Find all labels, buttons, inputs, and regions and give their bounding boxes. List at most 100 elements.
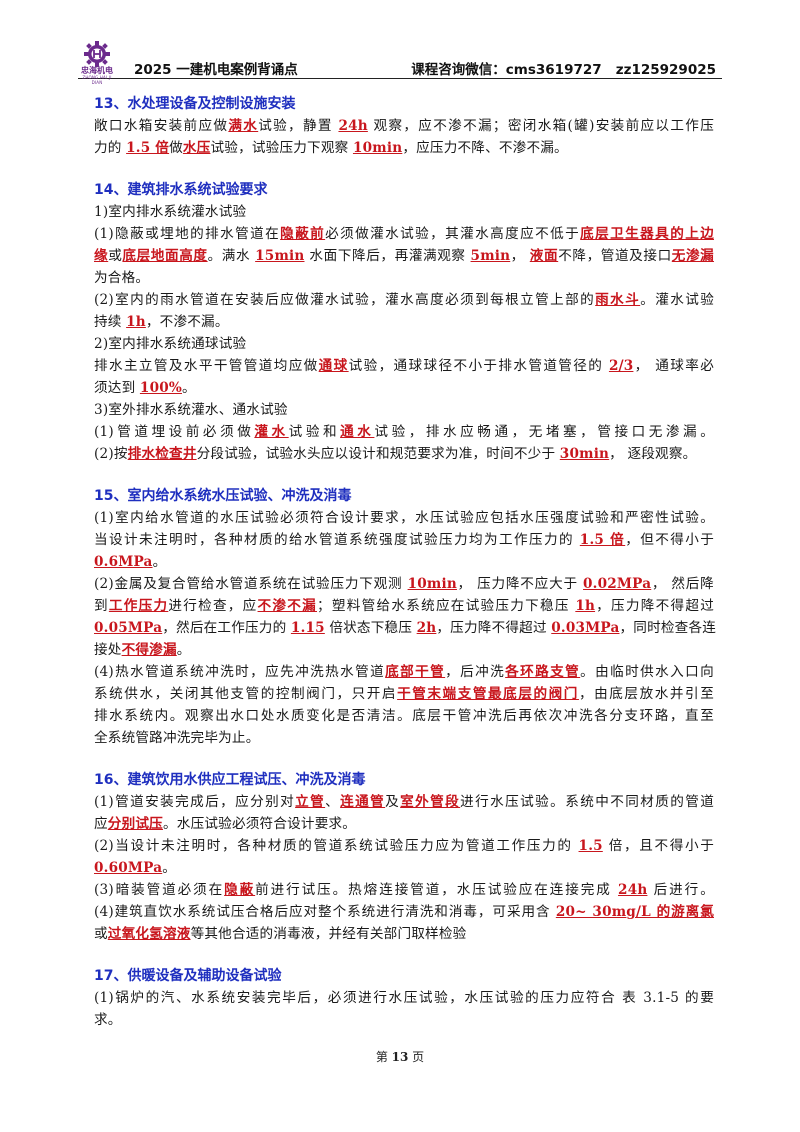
highlight-keyword: 0.6MPa [94,554,153,570]
paragraph-line: (4)热水管道系统冲洗时，应先冲洗热水管道底部干管，后冲洗各环路支管。由临时供水… [94,661,714,683]
text-run: (1)管道安装完成后，应分别对 [94,794,296,810]
page-footer: 第 13 页 [0,1048,800,1065]
highlight-keyword: 无渗漏 [671,248,714,264]
text-run: ， 然后降 [651,576,714,592]
text-run: 1)室内排水系统灌水试验 [94,204,247,220]
text-run: ，压力降不得超过 [436,620,552,636]
text-run: 。由临时供水入口向 [580,664,714,680]
text-run: ，但不得小于 [625,532,715,548]
logo-subtext: ZHONG HAI JI DIAN [82,75,112,85]
highlight-keyword: 工作压力 [108,598,169,614]
highlight-keyword: 24h [618,882,648,898]
text-run: (3)暗装管道必须在 [94,882,225,898]
text-run: 试验，排水应畅通，无堵塞，管接口无渗漏。 [374,424,714,440]
paragraph-line: (2)当设计未注明时，各种材质的管道系统试验压力应为管道工作压力的 1.5 倍，… [94,835,714,857]
logo: 忠海机电 ZHONG HAI JI DIAN [78,40,116,85]
text-run: 进行检查，应 [168,598,258,614]
highlight-keyword: 通球 [318,358,349,374]
section: 16、建筑饮用水供应工程试压、冲洗及消毒 (1)管道安装完成后，应分别对立管、连通… [94,769,714,965]
highlight-keyword: 30min [559,446,610,462]
text-run: 持续 [94,314,127,330]
highlight-keyword: 24h [338,118,368,134]
text-run: ，压力降不得超过 [595,598,715,614]
section: 17、供暖设备及辅助设备试验 (1)锅炉的汽、水系统安装完毕后，必须进行水压试验，… [94,965,714,1031]
paragraph-line: 或过氧化氢溶液等其他合适的消毒液，并经有关部门取样检验 [94,923,714,945]
section-title: 16、建筑饮用水供应工程试压、冲洗及消毒 [94,772,366,788]
text-run: 必须做灌水试验，其灌水高度应不低于 [325,226,581,242]
text-run: ；塑料管给水系统应在试验压力下稳压 [317,598,576,614]
section-spacer [94,465,714,485]
highlight-keyword: 1.15 [290,620,325,636]
text-run: ，由底层放水并引至 [578,686,714,702]
paragraph-line: (2)金属及复合管给水管道系统在试验压力下观测 10min， 压力降不应大于 0… [94,573,714,595]
section-spacer [94,945,714,965]
text-run: 试验，静置 [258,118,339,134]
highlight-keyword: 0.02MPa [583,576,652,592]
paragraph-line: 到工作压力进行检查，应不渗不漏；塑料管给水系统应在试验压力下稳压 1h，压力降不… [94,595,714,617]
paragraph-line: (1)管道安装完成后，应分别对立管、连通管及室外管段进行水压试验。系统中不同材质… [94,791,714,813]
section-title: 15、室内给水系统水压试验、冲洗及消毒 [94,488,352,504]
header-contact: 课程咨询微信：cms3619727 zz125929025 [411,62,716,78]
text-run: 系统供水，关闭其他支管的控制阀门，只开启 [94,686,398,702]
highlight-keyword: 液面 [529,248,559,264]
text-run: 2)室内排水系统通球试验 [94,336,247,352]
header-title: 2025 一建机电案例背诵点 [134,62,298,78]
text-run: ， 通球率必 [633,358,715,374]
paragraph-line: 持续 1h，不渗不漏。 [94,311,714,333]
text-run: ，后冲洗 [445,664,506,680]
paragraph-line: (2)按排水检查井分段试验，试验水头应以设计和规范要求为准，时间不少于 30mi… [94,443,714,465]
text-run: ，然后在工作压力的 [162,620,291,636]
text-run: 倍状态下稳压 [324,620,417,636]
paragraph-line: 应分别试压。水压试验必须符合设计要求。 [94,813,714,835]
paragraph-line: (1)锅炉的汽、水系统安装完毕后，必须进行水压试验，水压试验的压力应符合 表 3… [94,987,714,1009]
highlight-keyword: 满水 [228,118,259,134]
text-run: 及 [385,794,401,810]
highlight-keyword: 1h [575,598,596,614]
section-spacer [94,749,714,769]
highlight-keyword: 1.5 [578,838,603,854]
text-run: (4)热水管道系统冲洗时，应先冲洗热水管道 [94,664,386,680]
text-run: 不降，管道及接口 [558,248,672,264]
paragraph-line: 0.05MPa，然后在工作压力的 1.15 倍状态下稳压 2h，压力降不得超过 … [94,617,716,639]
highlight-keyword: 立管 [295,794,326,810]
page-header: 忠海机电 ZHONG HAI JI DIAN 2025 一建机电案例背诵点 课程… [78,41,722,85]
highlight-keyword: 2/3 [608,358,634,374]
highlight-keyword: 干管末端支管最底层的阀门 [397,686,579,702]
text-run: 。 [176,642,191,658]
text-run: (1)隐蔽或埋地的排水管道在 [94,226,281,242]
text-run: (1)管道埋设前必须做 [94,424,255,440]
text-run: 等其他合适的消毒液，并经有关部门取样检验 [190,926,467,942]
highlight-keyword: 底层卫生器具的上边 [580,226,714,242]
section-title: 17、供暖设备及辅助设备试验 [94,968,282,984]
text-run: (2)金属及复合管给水管道系统在试验压力下观测 [94,576,408,592]
highlight-keyword: 0.60MPa [94,860,163,876]
paragraph-line: 敞口水箱安装前应做满水试验，静置 24h 观察，应不渗不漏；密闭水箱(罐)安装前… [94,115,714,137]
paragraph-line: 缘或底层地面高度。满水 15min 水面下降后，再灌满观察 5min， 液面不降… [94,245,714,267]
text-run: 做 [169,140,183,156]
highlight-keyword: 20~ 30mg/L 的游离氯 [555,904,714,920]
highlight-keyword: 10min [352,140,403,156]
highlight-keyword: 隐蔽前 [280,226,326,242]
text-run: 须达到 [94,380,140,396]
text-run: 或 [108,248,123,264]
highlight-keyword: 0.03MPa [551,620,620,636]
highlight-keyword: 通水 [340,424,375,440]
paragraph-line: (1)隐蔽或埋地的排水管道在隐蔽前必须做灌水试验，其灌水高度应不低于底层卫生器具… [94,223,714,245]
text-run: 求。 [94,1012,122,1028]
paragraph-line: (4)建筑直饮水系统试压合格后应对整个系统进行清洗和消毒，可采用含 20~ 30… [94,901,714,923]
text-run: 。水压试验必须符合设计要求。 [162,816,357,832]
paragraph-line: 0.6MPa。 [94,551,714,573]
highlight-keyword: 0.05MPa [94,620,163,636]
paragraph-line: (3)暗装管道必须在隐蔽前进行试压。热熔连接管道，水压试验应在连接完成 24h … [94,879,714,901]
highlight-keyword: 排水检查井 [127,446,197,462]
text-run: 应 [94,816,108,832]
text-run: 3)室外排水系统灌水、通水试验 [94,402,288,418]
paragraph-line: 3)室外排水系统灌水、通水试验 [94,399,714,421]
highlight-keyword: 不渗不漏 [257,598,318,614]
text-run: ， [510,248,530,264]
section: 15、室内给水系统水压试验、冲洗及消毒 (1)室内给水管道的水压试验必须符合设计要… [94,485,716,769]
logo-text: 忠海机电 [81,66,113,75]
text-run: 、 [325,794,341,810]
highlight-keyword: 5min [470,248,511,264]
text-run: 倍，且不得小于 [602,838,715,854]
